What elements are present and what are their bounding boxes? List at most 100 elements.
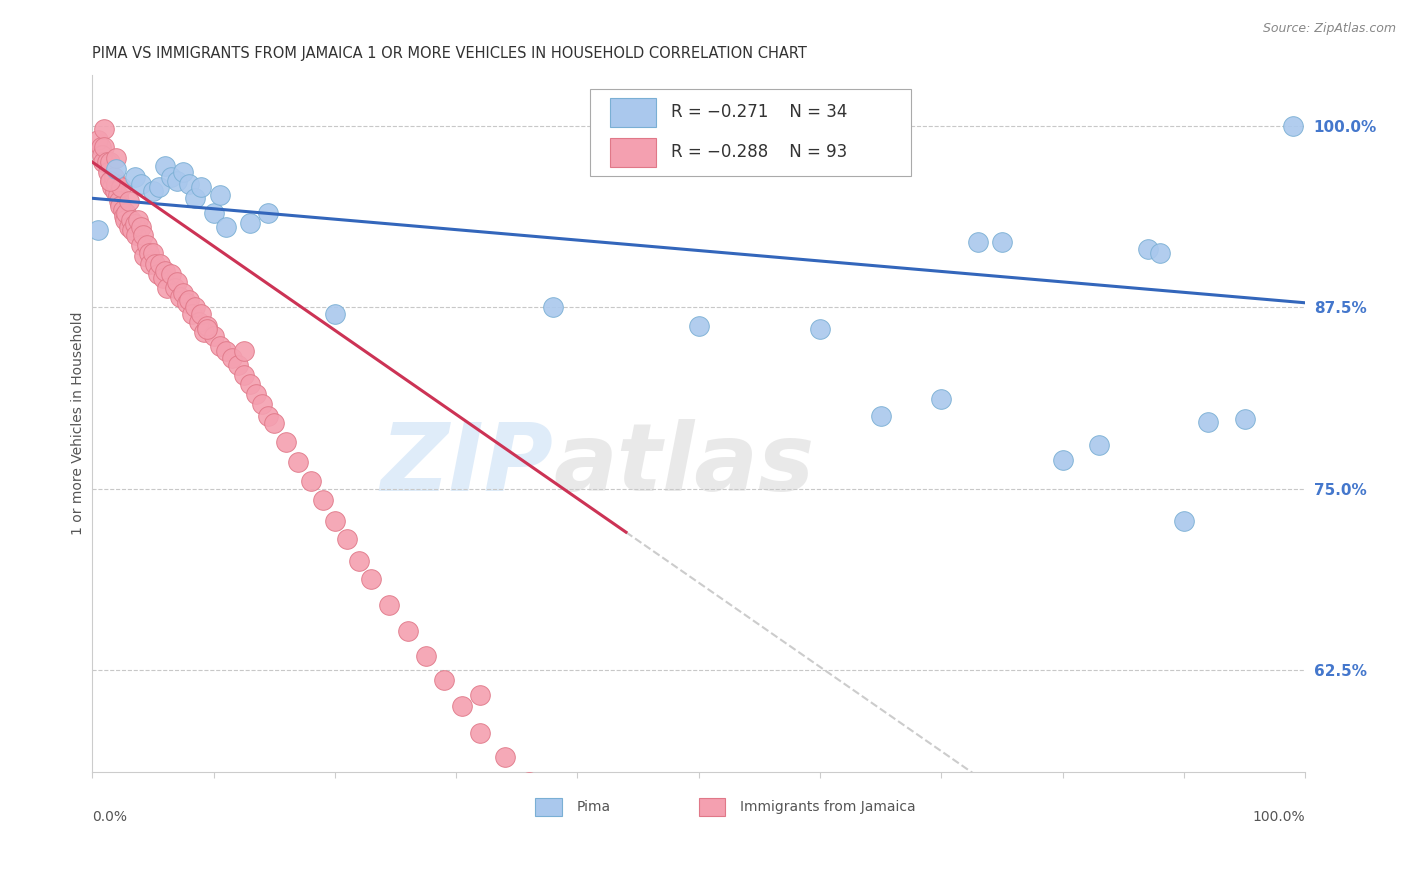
Point	[323, 514, 346, 528]
Point	[120, 213, 142, 227]
Point	[100, 179, 122, 194]
Point	[193, 325, 215, 339]
Point	[153, 159, 176, 173]
Point	[87, 223, 110, 237]
Point	[108, 194, 131, 209]
Point	[1052, 452, 1074, 467]
Point	[169, 290, 191, 304]
FancyBboxPatch shape	[610, 98, 657, 127]
Point	[142, 246, 165, 260]
Point	[103, 169, 125, 184]
Point	[153, 264, 176, 278]
Point	[166, 174, 188, 188]
Text: Immigrants from Jamaica: Immigrants from Jamaica	[740, 799, 915, 814]
Point	[323, 307, 346, 321]
Point	[470, 688, 492, 702]
Point	[129, 220, 152, 235]
Point	[396, 624, 419, 638]
Point	[90, 147, 112, 161]
Text: ZIP: ZIP	[380, 419, 553, 511]
Point	[132, 227, 155, 242]
Point	[91, 155, 114, 169]
Point	[142, 184, 165, 198]
Point	[190, 307, 212, 321]
Point	[541, 300, 564, 314]
Point	[214, 220, 236, 235]
Point	[146, 267, 169, 281]
Text: atlas: atlas	[553, 419, 814, 511]
Point	[180, 307, 202, 321]
Point	[121, 223, 143, 237]
Text: Pima: Pima	[576, 799, 610, 814]
Point	[336, 533, 359, 547]
FancyBboxPatch shape	[589, 89, 911, 176]
Point	[190, 179, 212, 194]
Point	[179, 177, 201, 191]
Point	[214, 343, 236, 358]
Point	[226, 358, 249, 372]
Point	[250, 397, 273, 411]
Point	[567, 818, 589, 832]
Point	[108, 198, 131, 212]
Point	[129, 237, 152, 252]
Point	[117, 194, 139, 209]
Point	[541, 794, 564, 808]
Point	[100, 155, 122, 169]
Point	[239, 216, 262, 230]
Point	[93, 121, 115, 136]
Point	[221, 351, 243, 365]
Text: R = −0.271    N = 34: R = −0.271 N = 34	[671, 103, 848, 121]
Point	[115, 206, 138, 220]
Point	[202, 329, 225, 343]
Point	[172, 165, 194, 179]
Point	[105, 177, 128, 191]
Point	[202, 206, 225, 220]
Point	[105, 162, 128, 177]
Point	[97, 165, 120, 179]
Point	[187, 315, 209, 329]
Point	[257, 206, 280, 220]
Point	[1197, 415, 1219, 429]
Point	[138, 246, 160, 260]
Point	[1149, 246, 1171, 260]
Point	[129, 177, 152, 191]
Point	[591, 841, 613, 855]
Point	[378, 598, 401, 612]
Point	[966, 235, 988, 249]
Point	[263, 417, 285, 431]
Point	[90, 140, 112, 154]
Point	[179, 293, 201, 307]
Text: 0.0%: 0.0%	[93, 810, 127, 824]
Point	[96, 155, 118, 169]
Point	[931, 392, 953, 406]
Point	[578, 808, 600, 822]
Point	[991, 235, 1014, 249]
Text: R = −0.288    N = 93: R = −0.288 N = 93	[671, 144, 848, 161]
Point	[124, 169, 146, 184]
Text: 100.0%: 100.0%	[1253, 810, 1305, 824]
Point	[360, 572, 382, 586]
Y-axis label: 1 or more Vehicles in Household: 1 or more Vehicles in Household	[72, 311, 86, 535]
Point	[156, 281, 179, 295]
Point	[124, 218, 146, 232]
Point	[127, 213, 149, 227]
Point	[1173, 514, 1195, 528]
Point	[208, 188, 231, 202]
Point	[176, 295, 198, 310]
Point	[100, 174, 122, 188]
Point	[163, 281, 186, 295]
Text: PIMA VS IMMIGRANTS FROM JAMAICA 1 OR MORE VEHICLES IN HOUSEHOLD CORRELATION CHAR: PIMA VS IMMIGRANTS FROM JAMAICA 1 OR MOR…	[93, 46, 807, 62]
Point	[239, 377, 262, 392]
Point	[100, 174, 122, 188]
Point	[110, 179, 132, 194]
Point	[87, 133, 110, 147]
Point	[1088, 438, 1111, 452]
Point	[104, 184, 127, 198]
Point	[312, 493, 335, 508]
Point	[166, 276, 188, 290]
Point	[688, 319, 710, 334]
FancyBboxPatch shape	[610, 137, 657, 167]
Point	[232, 343, 254, 358]
Point	[299, 475, 322, 489]
Point	[148, 179, 170, 194]
